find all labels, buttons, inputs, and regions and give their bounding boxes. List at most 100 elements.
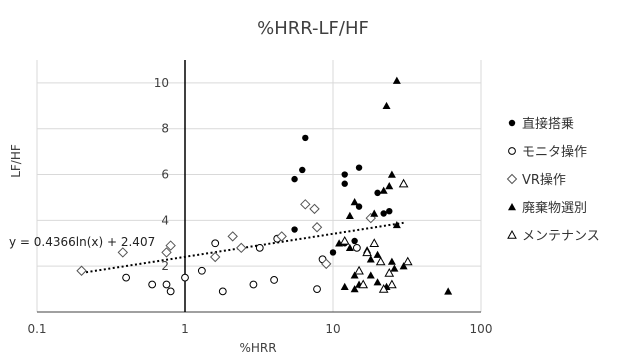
data-point <box>309 203 320 215</box>
x-tick-label: 100 <box>470 322 493 336</box>
trendline-equation: y = 0.4366ln(x) + 2.407 <box>9 235 155 249</box>
data-point <box>350 285 359 293</box>
trendline: y = 0.4366ln(x) + 2.407 <box>9 221 404 274</box>
data-point <box>227 231 238 242</box>
data-point <box>398 178 409 188</box>
legend-item: 直接搭乗 <box>508 116 574 132</box>
data-point <box>236 242 247 254</box>
data-point <box>76 265 87 276</box>
data-point <box>386 208 393 215</box>
y-tick-label: 2 <box>161 259 169 273</box>
data-point <box>382 101 391 110</box>
gridlines <box>36 60 482 312</box>
data-point <box>210 251 221 263</box>
data-point <box>375 256 386 266</box>
x-tick-label: 0.1 <box>27 322 46 336</box>
data-point <box>122 273 131 282</box>
data-point <box>369 238 380 247</box>
data-point <box>345 243 354 252</box>
data-point <box>399 262 408 270</box>
series-4 <box>335 76 453 295</box>
legend-label: モニタ操作 <box>522 144 587 160</box>
data-point <box>351 237 358 245</box>
data-point <box>392 220 401 229</box>
x-tick-label: 1 <box>181 322 189 336</box>
data-point <box>341 180 348 187</box>
data-point <box>255 243 264 252</box>
data-point <box>355 164 363 171</box>
y-tick-label: 8 <box>161 122 169 136</box>
data-point <box>387 279 397 289</box>
data-point <box>350 271 359 279</box>
data-point <box>402 256 413 266</box>
data-point <box>161 247 172 258</box>
y-tick-label: 10 <box>154 76 169 90</box>
data-point <box>276 231 287 242</box>
legend-marker <box>508 147 516 155</box>
legend-label: 廃棄物選別 <box>522 200 587 216</box>
data-point <box>350 198 359 206</box>
data-point <box>354 265 364 275</box>
legend-label: 直接搭乗 <box>522 116 574 132</box>
data-point <box>373 278 382 286</box>
legend-item: メンテナンス <box>507 229 600 244</box>
y-tick-label: 6 <box>161 168 169 182</box>
data-point <box>117 247 129 258</box>
data-point <box>311 222 323 233</box>
legend-label: VR操作 <box>522 172 566 188</box>
data-point <box>166 287 175 296</box>
legend-label: メンテナンス <box>522 229 600 244</box>
data-point <box>165 240 176 251</box>
series-1 <box>291 134 393 256</box>
data-point <box>211 239 220 248</box>
data-point <box>352 243 361 252</box>
legend-marker <box>508 203 516 211</box>
data-point <box>329 249 337 256</box>
series-3 <box>76 199 376 276</box>
data-point <box>392 76 401 84</box>
data-point <box>362 247 372 257</box>
data-point <box>340 282 349 290</box>
data-point <box>444 287 453 295</box>
data-point <box>313 285 321 293</box>
axes: 0.1 1 10 100 2 4 6 8 10 <box>27 60 492 336</box>
series-2 <box>122 234 361 296</box>
data-point <box>378 284 389 293</box>
data-point <box>148 280 157 289</box>
data-point <box>370 209 379 217</box>
data-point <box>373 250 382 258</box>
series-5 <box>339 178 413 293</box>
legend-item: モニタ操作 <box>508 144 587 160</box>
data-point <box>291 226 298 233</box>
data-point <box>270 276 279 284</box>
data-point <box>197 266 206 275</box>
y-axis-label: LF/HF <box>9 144 23 178</box>
data-point <box>299 166 306 174</box>
data-point <box>374 189 381 197</box>
chart-title: %HRR-LF/HF <box>257 18 369 39</box>
data-point <box>345 211 354 219</box>
data-point <box>339 235 350 245</box>
data-point <box>387 257 396 265</box>
legend-marker <box>506 173 518 185</box>
data-point <box>385 182 394 190</box>
data-point <box>321 258 332 270</box>
data-point <box>390 264 399 272</box>
data-point <box>302 134 309 142</box>
data-point <box>379 186 388 194</box>
data-point <box>380 210 387 217</box>
data-point <box>366 271 375 279</box>
data-point <box>358 279 369 289</box>
legend-marker <box>508 119 516 127</box>
y-tick-label: 4 <box>161 213 169 227</box>
data-point <box>384 268 395 277</box>
data-point <box>366 255 375 263</box>
data-points <box>76 76 453 296</box>
data-point <box>341 171 348 178</box>
legend-item: VR操作 <box>506 172 566 188</box>
x-tick-label: 10 <box>325 322 340 336</box>
data-point <box>300 199 311 210</box>
data-point <box>181 273 189 282</box>
data-point <box>218 287 227 296</box>
